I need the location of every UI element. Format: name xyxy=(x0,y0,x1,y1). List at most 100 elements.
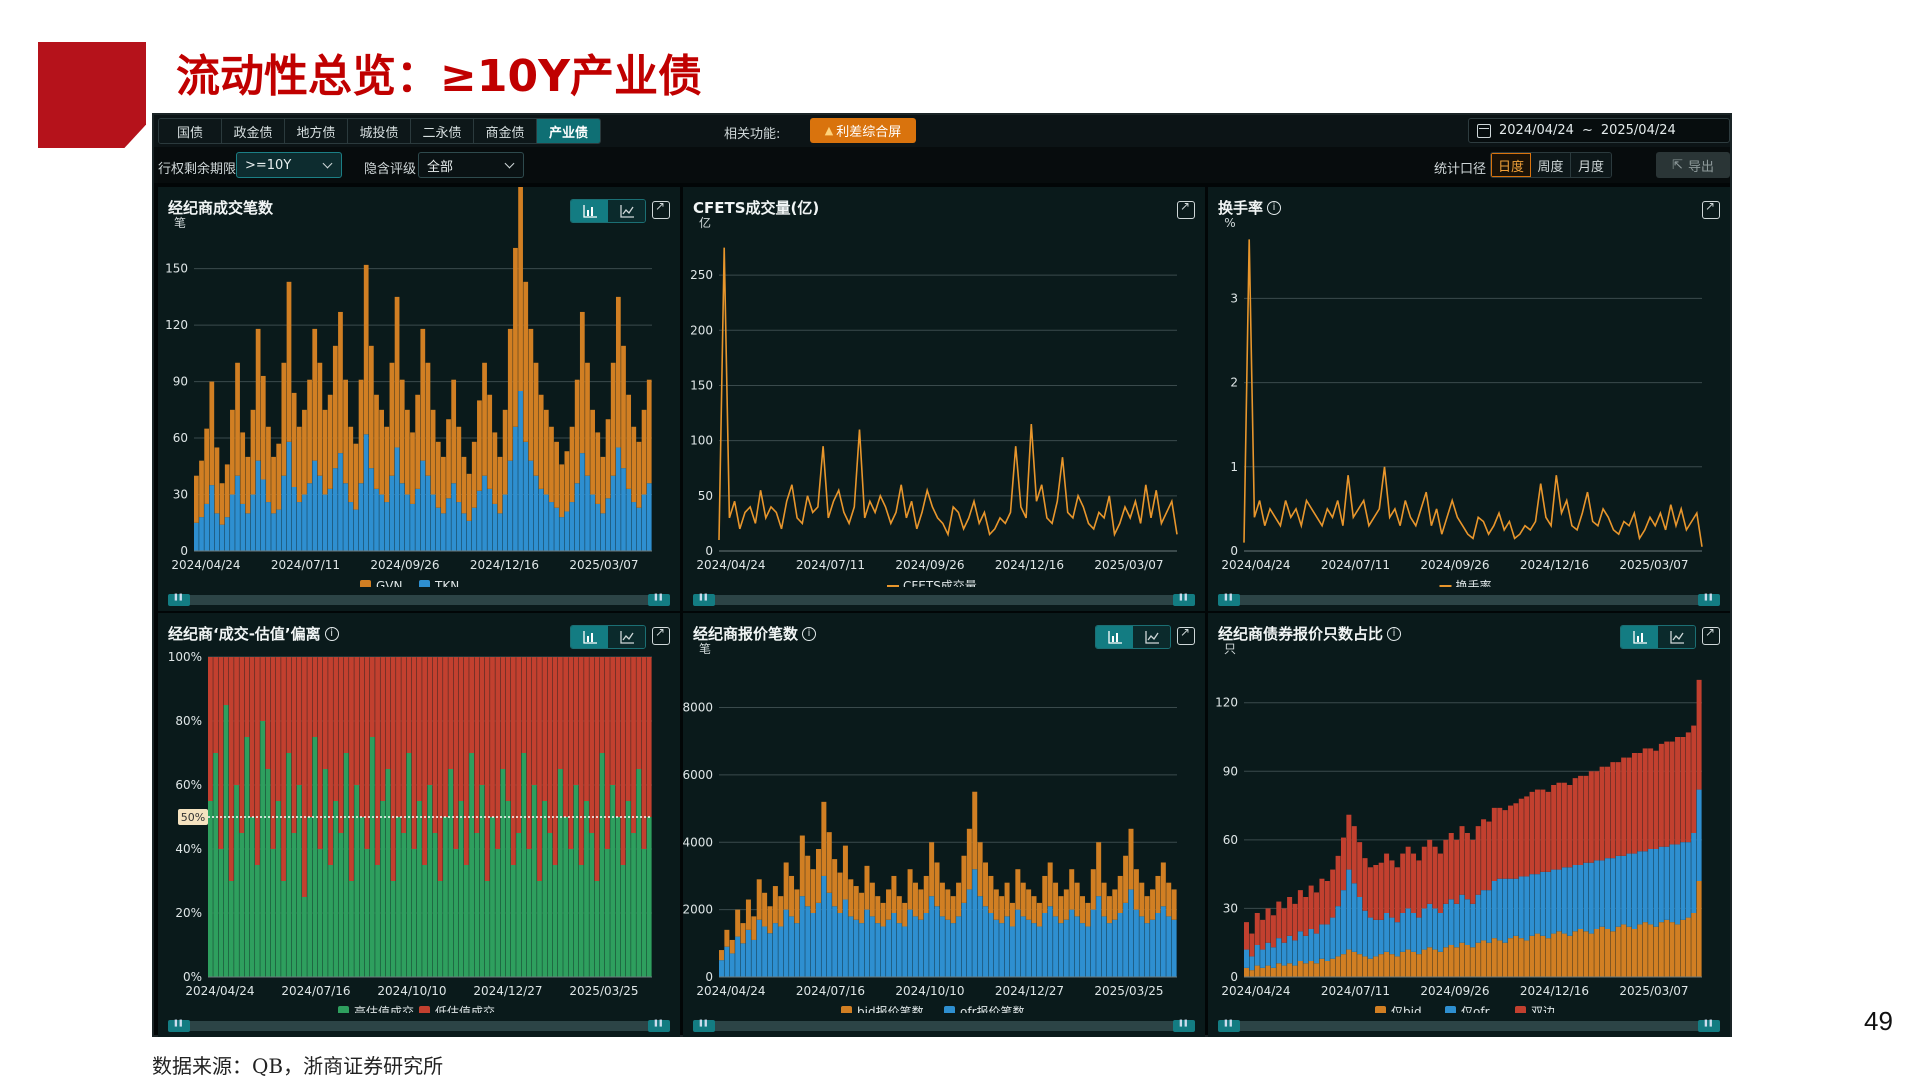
tab-lgfv[interactable]: 城投债 xyxy=(348,119,411,143)
bar-segment xyxy=(427,785,433,977)
line-chart-button[interactable] xyxy=(608,626,645,648)
bar-segment xyxy=(322,657,328,769)
bar-segment xyxy=(1400,913,1406,952)
panel-quoted-bond-share: 经纪商债券报价只数占比i只03060901202024/04/242024/07… xyxy=(1208,613,1730,1037)
bar-segment xyxy=(1416,860,1422,918)
bar-segment xyxy=(864,909,870,977)
legend-swatch xyxy=(338,1006,349,1013)
bar-chart-button[interactable] xyxy=(1096,626,1133,648)
slider-handle-left[interactable] xyxy=(168,593,190,606)
slider-handle-left[interactable] xyxy=(168,1019,190,1032)
bar-segment xyxy=(401,833,407,977)
bar-segment xyxy=(271,456,276,514)
bar-segment xyxy=(1265,908,1271,943)
bar-segment xyxy=(1497,807,1503,879)
bar-chart-button[interactable] xyxy=(1621,626,1658,648)
expand-icon[interactable] xyxy=(1702,625,1720,645)
info-icon[interactable]: i xyxy=(1387,626,1402,641)
bar-segment xyxy=(573,657,579,785)
bar-segment xyxy=(1578,865,1584,929)
spread-screen-button[interactable]: ▲ 利差综合屏 xyxy=(810,118,916,143)
maturity-select[interactable]: >=10Y xyxy=(236,152,342,178)
slider-handle-right[interactable] xyxy=(1173,593,1195,606)
bar-segment xyxy=(281,657,286,881)
info-icon[interactable]: i xyxy=(1267,200,1282,215)
tab-tier2-perp[interactable]: 二永债 xyxy=(411,119,474,143)
bar-segment xyxy=(502,494,508,551)
y-tick-label: 0 xyxy=(1230,544,1238,558)
bar-segment xyxy=(1524,796,1530,877)
info-icon[interactable]: i xyxy=(802,626,817,641)
bar-segment xyxy=(255,657,260,865)
slider-handle-right[interactable] xyxy=(1698,1019,1720,1032)
bar-segment xyxy=(918,919,924,977)
bar-segment xyxy=(317,657,323,849)
line-chart-button[interactable] xyxy=(1133,626,1170,648)
period-daily[interactable]: 日度 xyxy=(1491,153,1531,177)
range-slider[interactable] xyxy=(168,1019,670,1032)
expand-icon[interactable] xyxy=(1177,199,1195,219)
slider-handle-right[interactable] xyxy=(1173,1019,1195,1032)
bar-segment xyxy=(510,657,516,865)
slider-handle-right[interactable] xyxy=(648,593,670,606)
rating-select[interactable]: 全部 xyxy=(418,152,524,178)
y-tick-label: 1 xyxy=(1230,460,1238,474)
bar-segment xyxy=(463,865,469,977)
bar-segment xyxy=(1281,942,1287,966)
slider-handle-right[interactable] xyxy=(648,1019,670,1032)
bar-segment xyxy=(610,362,616,476)
data-source-note: 数据来源：QB，浙商证券研究所 xyxy=(152,1054,444,1078)
tab-industrial[interactable]: 产业债 xyxy=(537,119,600,143)
period-monthly[interactable]: 月度 xyxy=(1571,153,1611,177)
bar-segment xyxy=(1513,935,1519,977)
tab-policy-bank[interactable]: 政金债 xyxy=(222,119,285,143)
tab-treasury[interactable]: 国债 xyxy=(159,119,222,143)
slider-handle-left[interactable] xyxy=(693,1019,715,1032)
slider-handle-left[interactable] xyxy=(693,593,715,606)
bar-segment xyxy=(1524,876,1530,941)
y-tick-label: 50 xyxy=(698,489,713,503)
bar-segment xyxy=(923,913,929,977)
line-chart-button[interactable] xyxy=(608,200,645,222)
export-button[interactable]: ⇱ 导出 xyxy=(1656,152,1730,178)
bar-chart-button[interactable] xyxy=(571,200,608,222)
tab-commercial-finance[interactable]: 商金债 xyxy=(474,119,537,143)
bar-segment xyxy=(427,657,433,785)
tab-local-gov[interactable]: 地方债 xyxy=(285,119,348,143)
y-tick-label: 30 xyxy=(1223,901,1238,915)
expand-icon[interactable] xyxy=(1177,625,1195,645)
bar-segment xyxy=(1314,963,1320,977)
bar-segment xyxy=(443,817,448,977)
slider-handle-left[interactable] xyxy=(1218,1019,1240,1032)
bar-segment xyxy=(484,881,490,977)
bar-segment xyxy=(281,881,286,977)
bar-segment xyxy=(1572,865,1578,932)
range-slider[interactable] xyxy=(1218,1019,1720,1032)
range-slider[interactable] xyxy=(1218,593,1720,606)
info-icon[interactable]: i xyxy=(324,626,339,641)
slider-handle-right[interactable] xyxy=(1698,593,1720,606)
bar-segment xyxy=(590,494,595,551)
bar-segment xyxy=(549,426,554,503)
bar-segment xyxy=(610,475,616,551)
bar-segment xyxy=(1036,902,1042,927)
expand-icon[interactable] xyxy=(1702,199,1720,219)
expand-icon[interactable] xyxy=(652,625,670,645)
bar-segment xyxy=(869,882,875,917)
bar-segment xyxy=(1578,775,1584,865)
bar-segment xyxy=(595,432,601,504)
x-tick-label: 2024/07/16 xyxy=(796,984,865,998)
expand-icon[interactable] xyxy=(652,199,670,219)
range-slider[interactable] xyxy=(693,1019,1195,1032)
slider-handle-left[interactable] xyxy=(1218,593,1240,606)
bar-segment xyxy=(199,517,204,551)
range-slider[interactable] xyxy=(693,593,1195,606)
bar-segment xyxy=(1680,737,1686,843)
bar-segment xyxy=(533,475,539,551)
range-slider[interactable] xyxy=(168,593,670,606)
period-weekly[interactable]: 周度 xyxy=(1531,153,1571,177)
bar-chart-button[interactable] xyxy=(571,626,608,648)
date-range-picker[interactable]: 2024/04/24 ~ 2025/04/24 xyxy=(1468,118,1730,143)
line-chart-button[interactable] xyxy=(1658,626,1695,648)
bar-segment xyxy=(369,657,375,737)
